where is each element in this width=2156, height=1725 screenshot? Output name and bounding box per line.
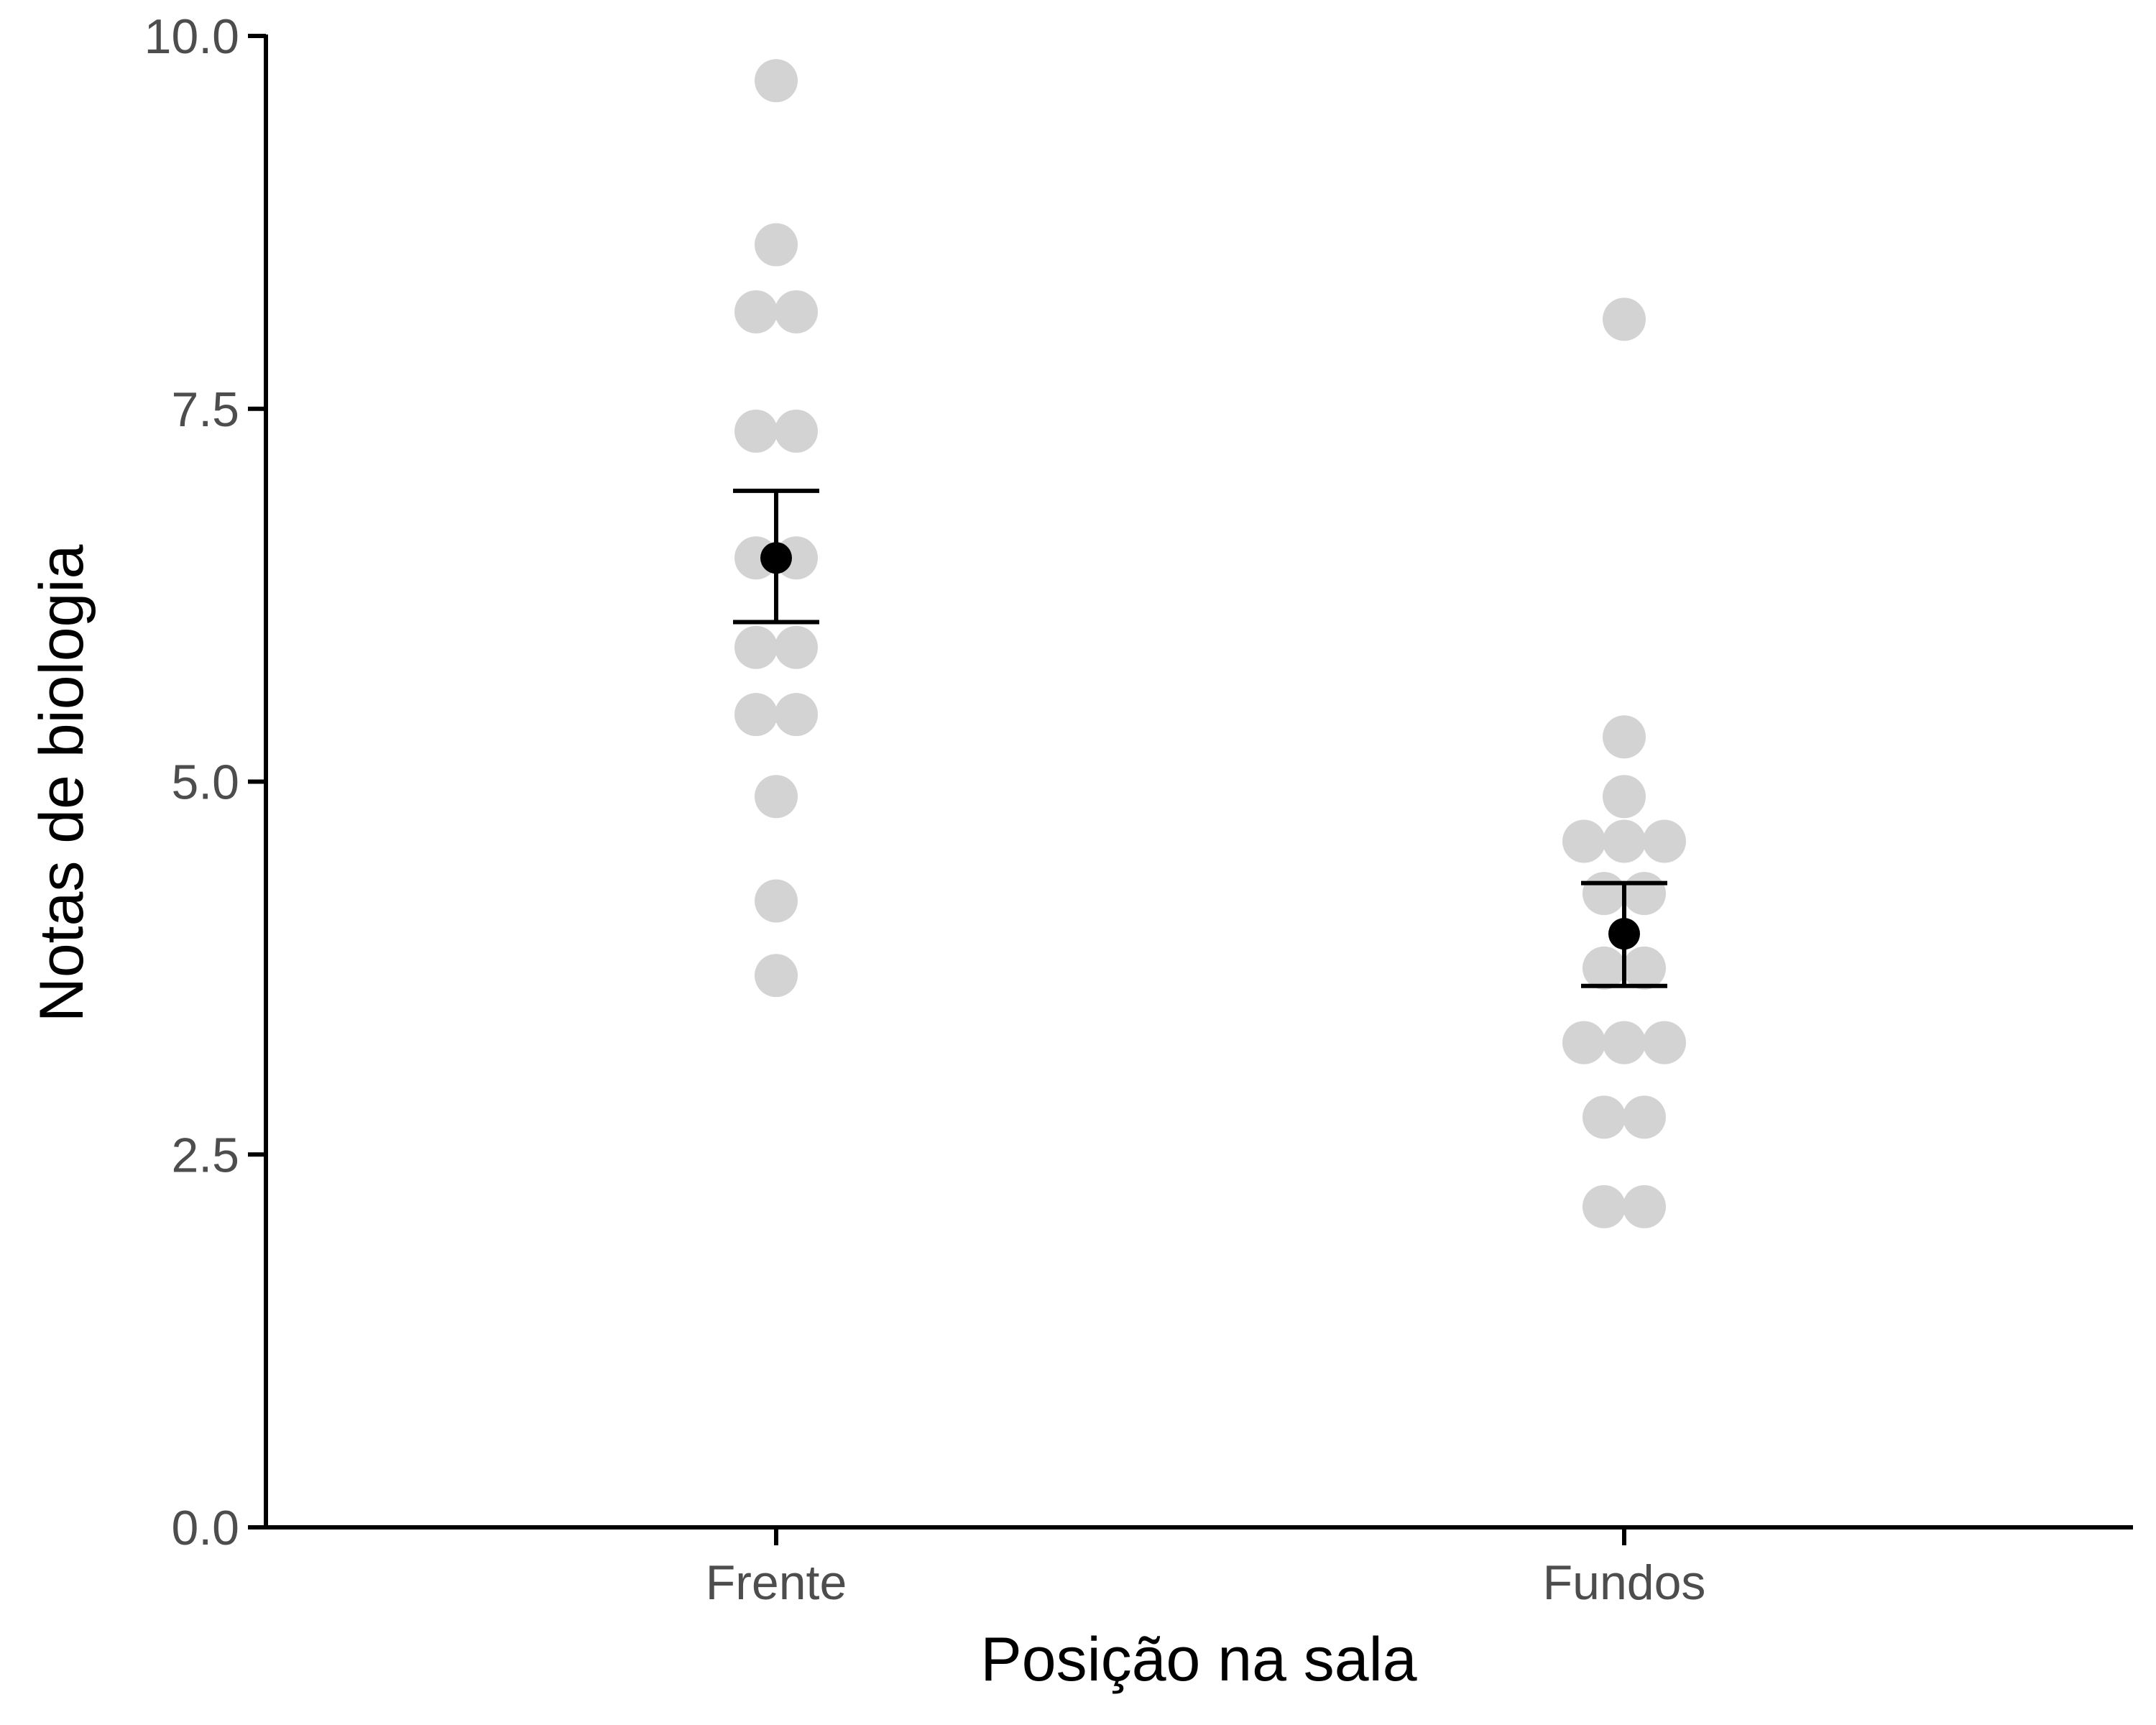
mean-point [1608, 918, 1640, 950]
data-point [1643, 819, 1686, 863]
data-point [755, 775, 798, 819]
y-tick-label: 10.0 [144, 9, 239, 64]
data-point [755, 223, 798, 267]
x-tick-label: Frente [706, 1555, 847, 1610]
data-point [1583, 1095, 1626, 1139]
ticks-layer: 0.0 2.5 5.0 7.5 10.0 Frente Fundos [144, 9, 1706, 1610]
data-point [1643, 1021, 1686, 1064]
data-point [734, 625, 778, 669]
data-point [755, 954, 798, 998]
mean-point [760, 542, 792, 574]
data-point [1623, 1184, 1666, 1228]
data-point [734, 409, 778, 453]
axes-layer [264, 34, 2133, 1530]
data-point [734, 290, 778, 334]
data-point [1583, 1184, 1626, 1228]
data-point [1603, 1021, 1646, 1064]
y-axis-title: Notas de biologia [27, 545, 96, 1023]
summary-layer [733, 488, 1667, 988]
data-point [755, 879, 798, 923]
y-tick-label: 5.0 [171, 755, 239, 810]
y-tick-label: 0.0 [171, 1501, 239, 1555]
data-point [734, 693, 778, 737]
y-tick-label: 7.5 [171, 382, 239, 437]
raw-points-layer [734, 59, 1686, 1228]
data-point [775, 625, 818, 669]
data-point [775, 693, 818, 737]
data-point [1603, 819, 1646, 863]
data-point [1603, 298, 1646, 341]
data-point [1623, 872, 1666, 916]
data-point [1562, 1021, 1606, 1064]
data-point [775, 409, 818, 453]
data-point [1583, 946, 1626, 990]
data-point [1623, 946, 1666, 990]
data-point [1603, 715, 1646, 759]
data-point [1562, 819, 1606, 863]
x-axis-title: Posição na sala [980, 1625, 1416, 1694]
data-point [755, 59, 798, 103]
x-tick-label: Fundos [1543, 1555, 1706, 1610]
y-tick-label: 2.5 [171, 1128, 239, 1182]
data-point [1583, 872, 1626, 916]
data-point [1623, 1095, 1666, 1139]
data-point [1603, 775, 1646, 819]
data-point [775, 290, 818, 334]
